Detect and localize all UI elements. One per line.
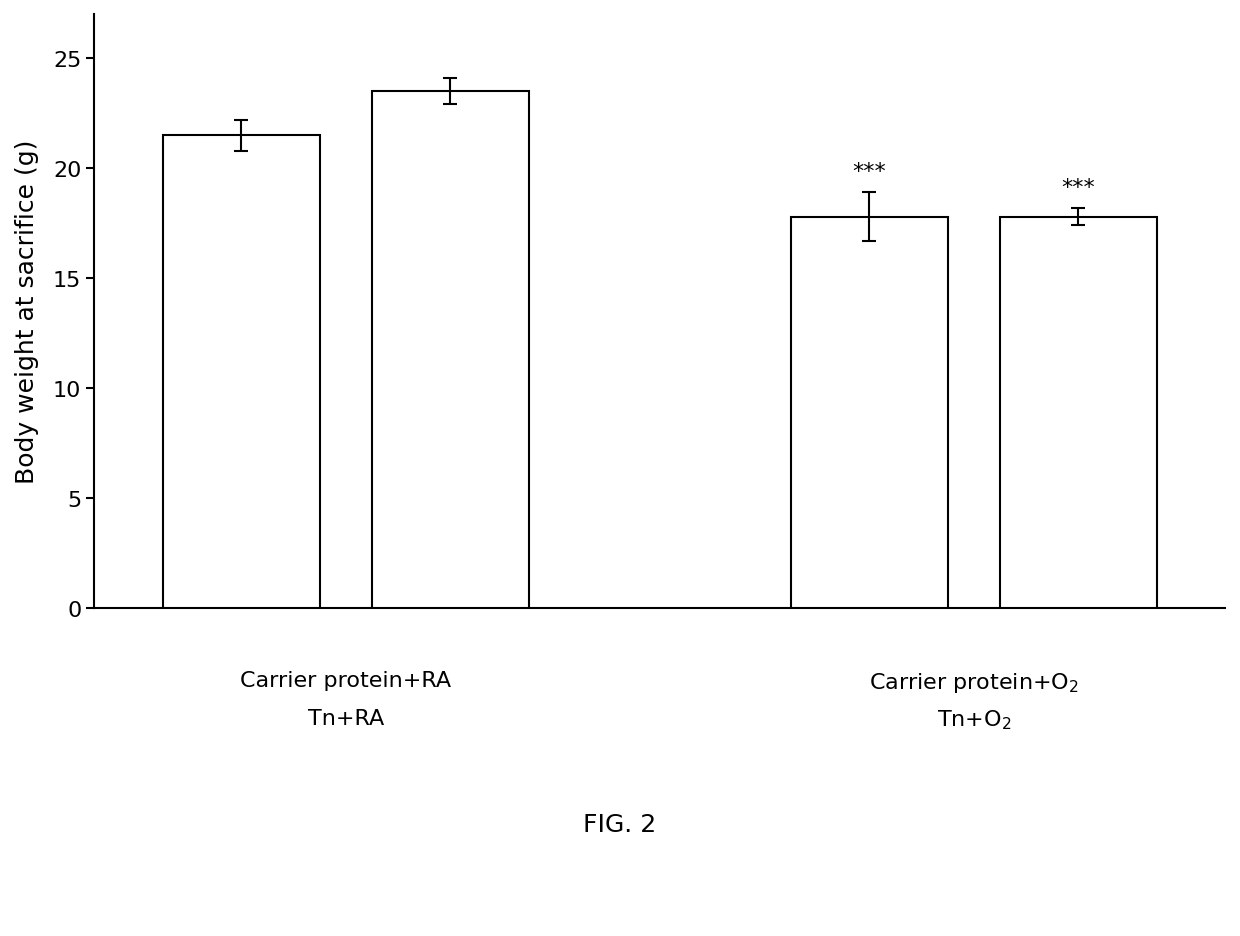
Bar <box>791 217 947 608</box>
Y-axis label: Body weight at sacrifice (g): Body weight at sacrifice (g) <box>15 139 38 484</box>
Bar <box>372 92 529 608</box>
Bar <box>162 136 320 608</box>
Text: Tn+RA: Tn+RA <box>308 708 384 728</box>
Text: FIG. 2: FIG. 2 <box>583 812 657 836</box>
Bar <box>999 217 1157 608</box>
Text: Carrier protein+O$_2$: Carrier protein+O$_2$ <box>869 670 1079 695</box>
Text: ***: *** <box>852 162 885 183</box>
Text: Tn+O$_2$: Tn+O$_2$ <box>936 708 1011 731</box>
Text: ***: *** <box>1061 178 1095 197</box>
Text: Carrier protein+RA: Carrier protein+RA <box>241 670 451 691</box>
